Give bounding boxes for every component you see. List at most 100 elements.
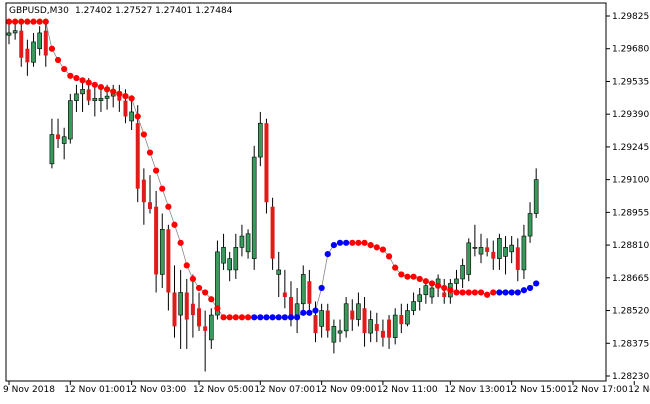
trailing-stop-dot-up	[263, 314, 270, 321]
trailing-stop-dot-down	[398, 271, 405, 278]
trailing-stop-dot-up	[251, 314, 258, 321]
bearish-candle	[135, 123, 140, 189]
bullish-candle	[521, 235, 527, 271]
bullish-candle	[92, 98, 98, 101]
bullish-candle	[239, 235, 245, 248]
bearish-candle	[184, 292, 189, 320]
trailing-stop-dot-down	[471, 289, 478, 296]
bullish-candle	[478, 247, 484, 255]
y-tick-label: 1.28955	[612, 208, 649, 218]
bearish-candle	[19, 30, 24, 58]
bullish-candle	[411, 301, 416, 311]
trailing-stop-dot-down	[67, 72, 74, 79]
bearish-candle	[282, 292, 287, 298]
trailing-stop-dot-up	[318, 284, 325, 292]
y-tick-label: 1.28810	[612, 241, 649, 251]
trailing-stop-dot-down	[140, 131, 147, 138]
trailing-stop-dot-down	[373, 244, 380, 251]
trailing-stop-dot-down	[447, 287, 454, 294]
trailing-stop-dot-down	[477, 289, 485, 296]
trailing-stop-dot-up	[306, 309, 313, 316]
bearish-candle	[154, 206, 159, 275]
x-tick-label: 9 Nov 2018	[3, 385, 55, 395]
bearish-candle	[197, 308, 202, 327]
trailing-stop-dot-down	[165, 203, 172, 210]
trailing-stop-dot-down	[61, 65, 68, 73]
x-tick-label: 12 Nov 17:00	[567, 385, 628, 395]
trailing-stop-dot-down	[428, 280, 436, 287]
x-tick-label: 12 Nov 11:00	[377, 385, 438, 395]
symbol-timeframe-label: GBPUSD,M30	[9, 6, 69, 16]
trailing-stop-dot-down	[48, 45, 56, 52]
trailing-stop-dot-down	[422, 278, 429, 285]
trailing-stop-dot-down	[103, 86, 111, 93]
trailing-stop-dot-down	[385, 253, 393, 260]
y-tick-label: 1.29245	[612, 143, 649, 153]
x-tick-label: 12 Nov 15:00	[506, 385, 567, 395]
bullish-candle	[460, 265, 465, 280]
y-tick-label: 1.29535	[612, 77, 649, 87]
bullish-candle	[294, 303, 300, 316]
bullish-candle	[61, 136, 67, 144]
bullish-candle	[503, 247, 508, 257]
trailing-stop-dot-down	[79, 77, 86, 84]
bullish-candle	[276, 269, 282, 275]
trailing-stop-dot-down	[54, 56, 62, 64]
trailing-stop-dot-down	[238, 314, 246, 321]
bearish-candle	[362, 308, 367, 334]
bullish-candle	[208, 314, 214, 341]
bullish-candle	[429, 287, 435, 298]
y-tick-label: 1.29680	[612, 45, 649, 55]
bearish-candle	[190, 303, 195, 316]
trailing-stop-dot-down	[404, 273, 411, 280]
bullish-candle	[98, 98, 104, 101]
trailing-stop-dot-down	[465, 289, 472, 296]
bearish-candle	[43, 30, 48, 56]
bullish-candle	[49, 134, 55, 165]
y-tick-label: 1.29100	[612, 176, 649, 186]
trailing-stop-dot-up	[514, 289, 521, 296]
trailing-stop-dot-up	[275, 314, 282, 321]
bullish-candle	[37, 32, 42, 50]
bearish-candle	[264, 123, 269, 203]
bullish-candle	[251, 156, 257, 259]
trailing-stop-dot-down	[189, 275, 196, 283]
time-axis: 9 Nov 2018 12 Nov 01:00 12 Nov 03:00 12 Nov…	[3, 381, 650, 395]
bullish-candle	[337, 330, 343, 334]
trailing-stop-dot-down	[379, 246, 387, 253]
trailing-stop-dot-down	[220, 314, 227, 321]
trailing-stop-dot-up	[294, 314, 301, 321]
trailing-stop-dot-up	[300, 309, 307, 316]
bearish-candle	[350, 310, 355, 320]
trailing-stop-dot-up	[526, 284, 534, 292]
trailing-stop-dot-down	[12, 18, 19, 25]
plot-area-border	[5, 2, 607, 382]
bearish-candle	[123, 100, 128, 117]
bearish-candle	[442, 292, 447, 298]
trailing-stop-dot-up	[257, 314, 264, 321]
x-tick-label: 12 Nov 13:00	[444, 385, 505, 395]
bearish-candle	[147, 202, 152, 209]
x-tick-label: 12 Nov 03:00	[126, 385, 187, 395]
trailing-stop-dot-down	[42, 18, 49, 25]
bullish-candle	[245, 233, 251, 253]
bullish-candle	[466, 242, 472, 275]
bearish-candle	[141, 179, 146, 203]
trailing-stop-dot-down	[244, 314, 252, 321]
bullish-candle	[68, 100, 73, 140]
trailing-stop-dot-down	[226, 314, 233, 321]
trailing-stop-dot-down	[202, 289, 209, 296]
trailing-stop-dot-down	[361, 239, 368, 246]
bearish-candle	[86, 89, 91, 101]
trailing-stop-dot-up	[269, 314, 276, 321]
trailing-stop-dot-down	[232, 314, 239, 321]
bullish-candle	[417, 294, 423, 302]
bullish-candle	[472, 247, 478, 249]
trailing-stop-dot-down	[30, 18, 37, 25]
trailing-stop-dot-down	[128, 95, 135, 102]
bullish-candle	[74, 93, 79, 101]
y-tick-label: 1.28230	[612, 372, 649, 382]
